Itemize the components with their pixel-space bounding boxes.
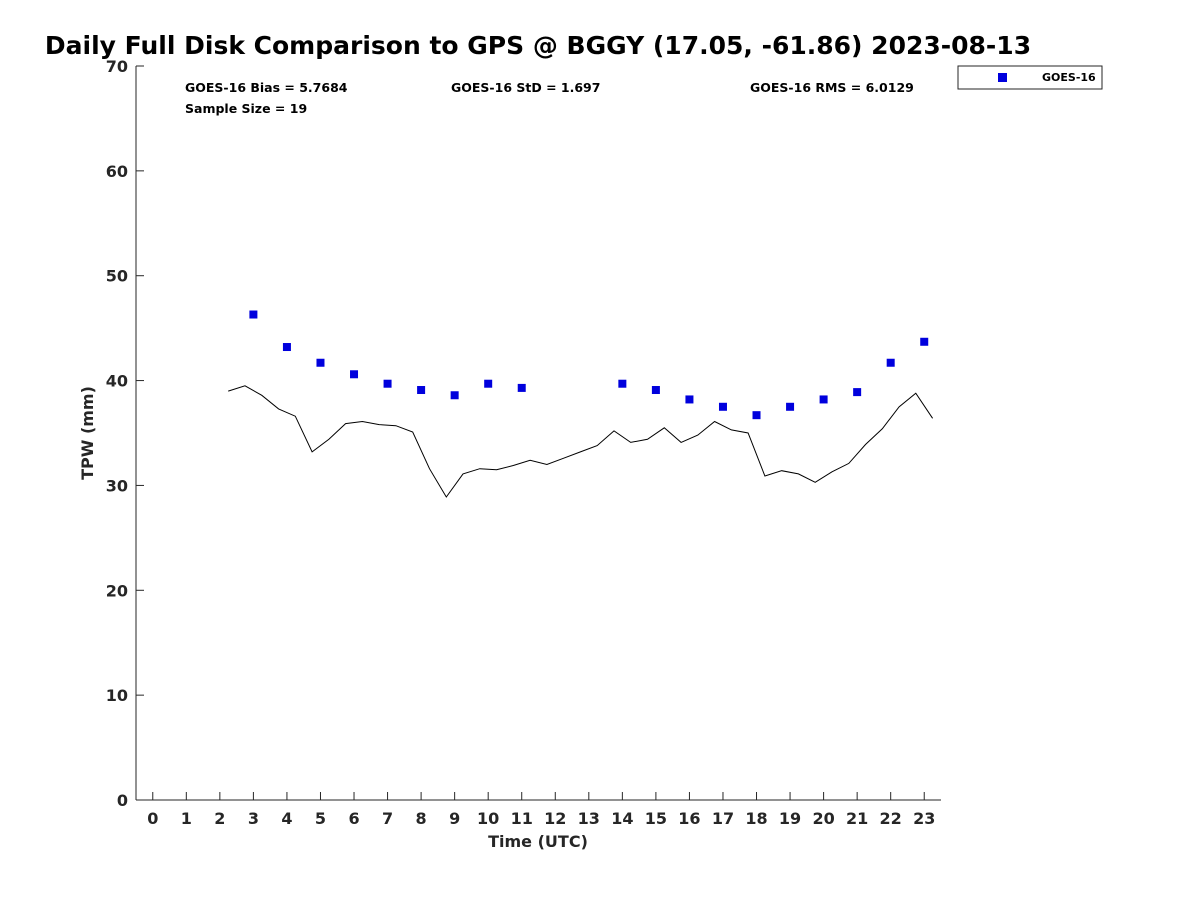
goes16-point: [618, 379, 627, 388]
goes16-point: [786, 402, 795, 411]
x-tick-label: 10: [477, 809, 499, 828]
x-tick-label: 22: [880, 809, 902, 828]
x-tick-label: 4: [281, 809, 292, 828]
legend-box: [957, 65, 1103, 90]
goes16-point: [484, 379, 493, 388]
x-tick-label: 12: [544, 809, 566, 828]
y-tick-label: 10: [106, 686, 128, 705]
goes16-point: [350, 370, 359, 379]
x-tick-label: 18: [745, 809, 767, 828]
x-tick-label: 8: [416, 809, 427, 828]
goes16-point: [685, 395, 694, 404]
x-tick-label: 5: [315, 809, 326, 828]
x-tick-label: 16: [678, 809, 700, 828]
y-tick-label: 60: [106, 162, 128, 181]
rms-stat: GOES-16 RMS = 6.0129: [750, 80, 914, 95]
goes16-point: [920, 337, 929, 346]
x-tick-label: 21: [846, 809, 868, 828]
x-tick-label: 17: [712, 809, 734, 828]
x-tick-label: 3: [248, 809, 259, 828]
y-tick-label: 50: [106, 267, 128, 286]
x-tick-label: 13: [578, 809, 600, 828]
y-axis-label: TPW (mm): [78, 386, 97, 480]
legend: GOES-16: [957, 65, 1103, 90]
x-tick-label: 9: [449, 809, 460, 828]
goes16-point: [651, 386, 660, 395]
x-tick-label: 14: [611, 809, 633, 828]
x-tick-label: 11: [511, 809, 533, 828]
legend-goes16-label: GOES-16: [1042, 71, 1096, 84]
x-tick-label: 15: [645, 809, 667, 828]
x-tick-label: 1: [181, 809, 192, 828]
y-tick-label: 20: [106, 581, 128, 600]
goes16-point: [450, 391, 459, 400]
legend-goes16-marker: [998, 73, 1007, 82]
goes16-point: [517, 383, 526, 392]
std-stat: GOES-16 StD = 1.697: [451, 80, 600, 95]
gps-series-line: [228, 385, 934, 498]
y-tick-label: 70: [106, 57, 128, 76]
goes16-point: [383, 379, 392, 388]
bias-stat: GOES-16 Bias = 5.7684: [185, 80, 348, 95]
x-tick-label: 0: [147, 809, 158, 828]
y-tick-label: 0: [117, 791, 128, 810]
x-ticks: 0 1 2 3 4 5 6 7 8 9 10 11 12 13 14 15 16 17 18 19 20 21 22 23: [147, 792, 935, 828]
x-tick-label: 20: [812, 809, 834, 828]
goes16-point: [752, 411, 761, 420]
goes16-point: [886, 358, 895, 367]
goes16-series: [249, 310, 929, 420]
goes16-point: [853, 388, 862, 397]
goes16-point: [417, 386, 426, 395]
goes16-point: [282, 343, 291, 352]
x-axis-label: Time (UTC): [488, 832, 588, 851]
goes16-point: [249, 310, 258, 319]
goes16-point: [316, 358, 325, 367]
goes16-point: [718, 402, 727, 411]
x-tick-label: 7: [382, 809, 393, 828]
x-tick-label: 23: [913, 809, 935, 828]
sample-size-stat: Sample Size = 19: [185, 101, 307, 116]
y-tick-label: 40: [106, 372, 128, 391]
y-tick-label: 30: [106, 476, 128, 495]
x-tick-label: 6: [348, 809, 359, 828]
goes16-point: [819, 395, 828, 404]
x-tick-label: 19: [779, 809, 801, 828]
chart-title: Daily Full Disk Comparison to GPS @ BGGY…: [45, 31, 1031, 60]
y-ticks: 0 10 20 30 40 50 60 70: [106, 57, 144, 810]
x-tick-label: 2: [214, 809, 225, 828]
